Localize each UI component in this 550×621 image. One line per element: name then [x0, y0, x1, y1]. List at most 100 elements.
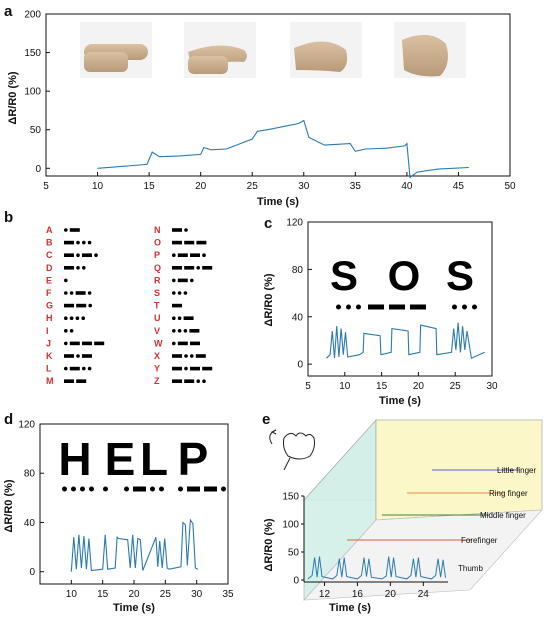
series-label-forefinger: Forefinger: [461, 536, 498, 545]
morse-code-dot: [196, 379, 200, 384]
panel-c-chart: ΔR/R0 (%) Time (s) 5 10 15 20 25 30 0 40 80 120 S O…: [263, 218, 498, 408]
panel-d-morse-dot: [159, 486, 164, 492]
morse-code-dash: [64, 266, 74, 270]
morse-code-dash: [75, 291, 86, 295]
morse-code-dash: [76, 379, 87, 383]
morse-code-dash: [64, 379, 74, 383]
morse-code-dash: [190, 366, 200, 371]
panel-e-xlabel: Time (s): [329, 602, 371, 614]
morse-code-dash: [82, 341, 92, 346]
x-tick-label: 20: [385, 589, 397, 600]
panel-e-3d-chart: 0 50 100 150 12 16 20 24 Little finger Ring finge…: [263, 419, 543, 614]
x-tick-label: 16: [352, 589, 364, 600]
y-tick-label: 40: [24, 518, 36, 529]
morse-letter-label: V: [154, 326, 160, 336]
panel-d-morse-dot: [150, 486, 155, 492]
morse-letter-label: J: [46, 338, 51, 348]
morse-code-dash: [184, 240, 195, 245]
morse-code-dash: [190, 253, 200, 257]
morse-letter-label: Q: [154, 263, 161, 273]
morse-code-dot: [64, 291, 68, 295]
panel-d-morse-dot: [221, 486, 226, 492]
x-tick-label: 30: [298, 181, 310, 192]
morse-code-dash: [183, 316, 194, 320]
big-letter-H: H: [58, 433, 91, 485]
series-label-thumb: Thumb: [458, 564, 483, 573]
morse-letter-label: R: [154, 275, 161, 285]
x-tick-label: 35: [350, 181, 362, 192]
morse-code-dot: [172, 253, 176, 257]
morse-code-dash: [64, 354, 74, 358]
x-tick-label: 25: [450, 381, 462, 392]
morse-letter-label: T: [154, 301, 160, 311]
big-letter-E: E: [105, 433, 136, 485]
big-letter-L: L: [140, 433, 168, 485]
x-tick-label: 5: [43, 181, 49, 192]
x-tick-label: 30: [486, 381, 498, 392]
morse-code-dash: [64, 240, 74, 245]
panel-label-d: d: [4, 411, 13, 428]
morse-code-dot: [76, 253, 80, 257]
morse-letter-label: K: [46, 351, 53, 361]
series-label-little-finger: Little finger: [497, 466, 536, 475]
morse-code-dash: [64, 303, 74, 308]
x-tick-label: 10: [92, 181, 104, 192]
morse-code-dash: [177, 253, 188, 257]
panel-d-series-line: [70, 518, 199, 572]
morse-code-dot: [184, 354, 188, 358]
morse-code-dot: [64, 316, 68, 321]
panel-a-chart: ΔR/R0 (%) Time (s) 5 10 15 20 25 30 35 40 45 50 0 5…: [7, 10, 516, 209]
morse-code-dash: [184, 379, 195, 383]
panel-d-xlabel: Time (s): [113, 602, 155, 614]
morse-letter-label: C: [46, 250, 53, 260]
x-tick-label: 30: [191, 589, 203, 600]
morse-code-dot: [172, 291, 176, 295]
morse-code-dot: [76, 240, 80, 245]
x-tick-label: 10: [339, 381, 351, 392]
panel-e-floor: [303, 509, 543, 601]
morse-code-dot: [172, 341, 176, 346]
morse-code-dash: [189, 329, 200, 333]
y-tick-label: 150: [24, 48, 41, 59]
panel-c-series-line: [326, 322, 485, 359]
x-tick-label: 10: [66, 589, 78, 600]
big-letter-S: S: [330, 252, 358, 299]
morse-letter-label: X: [154, 351, 160, 361]
morse-code-dash: [69, 366, 80, 371]
panel-c-ylabel: ΔR/R0 (%): [263, 273, 275, 326]
panel-e-ylabel: ΔR/R0 (%): [263, 518, 275, 571]
y-tick-label: 100: [24, 87, 41, 98]
finger-photo-3: [290, 22, 362, 78]
panel-d-morse-dot: [80, 486, 85, 492]
morse-letter-label: Y: [154, 364, 160, 374]
morse-code-dash: [184, 266, 195, 270]
panel-c-morse-dash: [410, 304, 426, 310]
morse-code-dash: [82, 253, 92, 257]
x-tick-label: 25: [160, 589, 172, 600]
morse-code-dash: [196, 240, 207, 245]
morse-code-dot: [177, 316, 182, 321]
panel-c-morse-dot: [452, 304, 457, 310]
finger-photo-2: [184, 22, 256, 78]
morse-letter-label: M: [46, 376, 54, 386]
panel-d-morse-dot: [103, 486, 108, 492]
morse-code-dash: [64, 253, 74, 257]
x-tick-label: 5: [305, 381, 311, 392]
panel-d-morse-dot: [89, 486, 94, 492]
x-tick-label: 15: [376, 381, 388, 392]
morse-letter-label: U: [154, 313, 161, 323]
morse-code-dash: [76, 303, 87, 308]
panel-d-morse-dash: [204, 486, 217, 492]
panel-d-chart: ΔR/R0 (%) Time (s) 10 15 20 25 30 35 0 40 80 120 H…: [3, 420, 234, 615]
morse-code-dot: [69, 316, 74, 321]
big-letter-S: S: [446, 252, 474, 299]
y-tick-label: 0: [29, 567, 35, 578]
morse-code-dash: [172, 240, 182, 245]
x-tick-label: 20: [128, 589, 140, 600]
morse-code-dot: [190, 354, 194, 358]
morse-letter-label: Z: [154, 376, 160, 386]
x-tick-label: 35: [222, 589, 234, 600]
panel-c-frame: [307, 221, 493, 377]
morse-code-dash: [172, 266, 182, 270]
panel-d-morse-dash: [133, 486, 146, 492]
